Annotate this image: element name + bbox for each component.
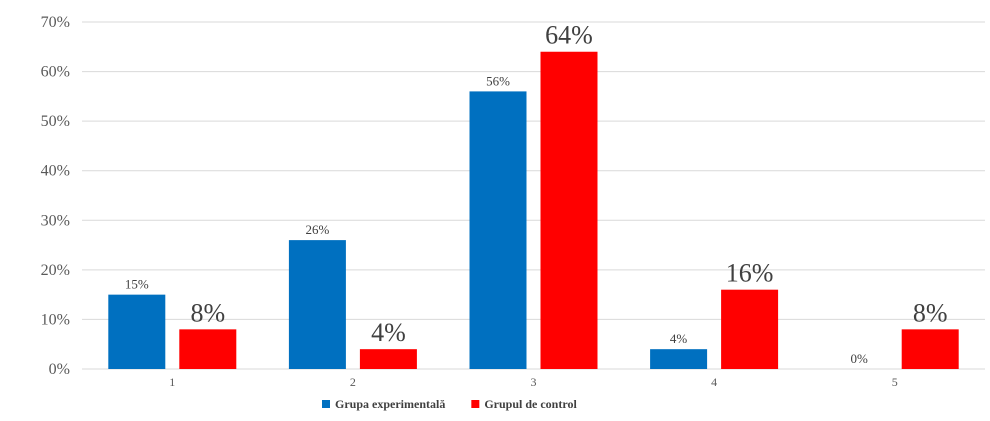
- legend-label: Grupul de control: [484, 397, 577, 411]
- x-tick-label: 1: [169, 375, 175, 389]
- x-tick-label: 2: [350, 375, 356, 389]
- y-tick-label: 10%: [41, 311, 70, 328]
- y-tick-label: 30%: [41, 212, 70, 229]
- y-tick-label: 0%: [49, 361, 70, 378]
- legend-swatch: [322, 400, 330, 408]
- bar-control: [179, 329, 237, 369]
- data-label: 4%: [371, 318, 406, 347]
- data-label: 56%: [486, 73, 510, 88]
- x-tick-label: 5: [892, 375, 898, 389]
- y-tick-label: 20%: [41, 262, 70, 279]
- data-label: 16%: [726, 259, 774, 288]
- y-tick-label: 40%: [41, 163, 70, 180]
- y-tick-label: 50%: [41, 113, 70, 130]
- bar-experimental: [469, 91, 527, 370]
- y-tick-label: 70%: [41, 14, 70, 31]
- y-tick-label: 60%: [41, 64, 70, 81]
- x-tick-label: 3: [531, 375, 537, 389]
- bar-experimental: [288, 240, 346, 369]
- data-label: 8%: [913, 298, 948, 327]
- legend: Grupa experimentală Grupul de control: [322, 397, 577, 411]
- data-label: 64%: [545, 21, 593, 50]
- data-label: 15%: [125, 277, 149, 292]
- x-tick-label: 4: [711, 375, 717, 389]
- data-label: 8%: [190, 298, 225, 327]
- data-label: 4%: [670, 331, 688, 346]
- bar-experimental: [650, 349, 708, 369]
- legend-label: Grupa experimentală: [335, 397, 445, 411]
- legend-swatch: [471, 400, 480, 408]
- data-label: 26%: [305, 222, 329, 237]
- grid-layer: [82, 21, 985, 370]
- bar-experimental: [108, 294, 166, 369]
- bar-control: [540, 51, 598, 369]
- bar-control: [721, 289, 779, 369]
- bar-control: [359, 349, 417, 369]
- data-label: 0%: [851, 351, 869, 366]
- labels-layer: 0%10%20%30%40%50%60%70%15%8%126%4%256%64…: [41, 14, 948, 389]
- bar-control: [901, 329, 959, 369]
- bars-layer: [108, 51, 959, 370]
